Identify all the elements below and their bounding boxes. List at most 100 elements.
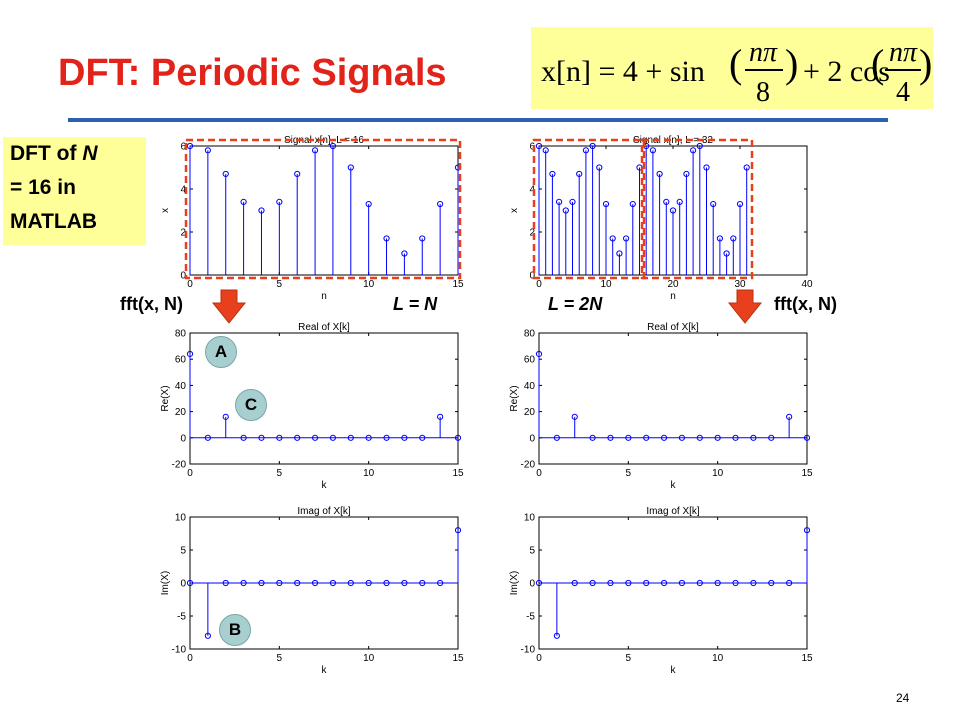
y-tick-label: 0 — [529, 433, 535, 444]
stem-marker — [437, 413, 444, 420]
stem-marker — [589, 434, 596, 441]
stem-marker — [690, 147, 697, 154]
title-underline — [68, 118, 888, 122]
stem-marker — [649, 147, 657, 154]
plot-frame — [538, 332, 808, 465]
slide-title: DFT: Periodic Signals — [58, 52, 447, 94]
badge-b: B — [219, 614, 251, 646]
x-tick-label: 15 — [452, 279, 464, 290]
stem-marker — [716, 235, 724, 242]
stem-marker — [683, 170, 690, 178]
stem-marker — [576, 170, 583, 178]
stem-marker — [696, 434, 703, 441]
y-tick-label: -5 — [526, 612, 535, 623]
stem-marker — [401, 250, 408, 257]
y-tick-label: 40 — [175, 381, 187, 392]
stem-marker — [602, 200, 610, 208]
y-tick-label: 60 — [175, 355, 187, 366]
stem-marker — [730, 235, 737, 242]
x-tick-label: 15 — [801, 653, 813, 664]
x-tick-label: 10 — [363, 279, 375, 290]
stem-marker — [311, 147, 319, 154]
stem-marker — [311, 434, 319, 441]
y-tick-label: 40 — [524, 381, 536, 392]
stem-marker — [454, 527, 462, 534]
x-axis-label: n — [321, 291, 327, 302]
left-down-arrow-icon — [211, 289, 247, 324]
stem-marker — [204, 434, 211, 441]
plot-frame — [189, 145, 459, 276]
badge-c: C — [235, 389, 267, 421]
x-tick-label: 20 — [667, 279, 679, 290]
stem-marker — [401, 434, 408, 441]
stem-marker — [222, 170, 229, 178]
stem-marker — [703, 164, 710, 171]
y-axis-label: x — [160, 208, 171, 213]
stem-marker — [329, 142, 337, 150]
stem-marker — [786, 413, 793, 420]
stem-marker — [222, 413, 229, 420]
y-tick-label: 80 — [175, 329, 187, 340]
y-tick-label: 5 — [180, 546, 186, 557]
x-tick-label: 15 — [801, 468, 813, 479]
stem-marker — [660, 579, 668, 587]
x-tick-label: 10 — [712, 468, 724, 479]
x-tick-label: 0 — [187, 468, 193, 479]
period-frame-left — [184, 138, 462, 280]
fft-right-label: fft(x, N) — [774, 294, 837, 314]
stem-marker — [625, 579, 632, 587]
x-axis-label: k — [671, 665, 677, 676]
plot-6: 0 5 10 15 -10 -5 0 5 10 Imag of X[k] k Im(X) — [509, 506, 813, 676]
stem-marker — [732, 579, 739, 587]
y-tick-label: 0 — [529, 271, 535, 282]
formula-svg: x[n] = 4 + sin ( nπ 8 ) + 2 cos ( nπ 4 ) — [541, 37, 932, 108]
stem-marker — [454, 434, 462, 441]
plot-5: 0 5 10 15 -10 -5 0 5 10 Imag of X[k] k Im(X) — [160, 506, 464, 676]
stem-marker — [535, 142, 543, 150]
y-tick-label: 0 — [180, 579, 186, 590]
stem-marker — [786, 579, 793, 587]
stem-marker — [750, 434, 757, 441]
stem-marker — [535, 579, 543, 587]
stem-marker — [347, 579, 354, 587]
y-tick-label: 4 — [529, 185, 535, 196]
x-tick-label: 5 — [626, 468, 632, 479]
plot-2: 0 10 20 30 40 0 2 4 6 Signal x[n], L = 32 n x — [509, 135, 813, 302]
stem-marker — [401, 579, 408, 587]
plot-title: Signal x[n], L = 32 — [633, 135, 713, 146]
y-axis-label: Im(X) — [509, 571, 520, 595]
stem-marker — [329, 434, 337, 441]
stem-marker — [625, 434, 632, 441]
formula-paren-open-1: ( — [729, 41, 742, 86]
stem-marker — [419, 235, 426, 242]
stem-marker — [803, 527, 811, 534]
x-tick-label: 5 — [277, 468, 283, 479]
x-tick-label: 0 — [187, 653, 193, 664]
y-tick-label: -5 — [177, 612, 186, 623]
stem-marker — [562, 207, 569, 214]
stem-marker — [383, 434, 390, 441]
stem-marker — [736, 200, 744, 208]
stem-marker — [678, 434, 686, 441]
stem-marker — [643, 579, 650, 587]
stem-marker — [186, 142, 194, 150]
stem-marker — [656, 170, 663, 178]
stem-marker — [186, 579, 194, 587]
y-tick-label: 4 — [180, 185, 186, 196]
formula-paren-open-2: ( — [871, 41, 884, 86]
note-line-2: = 16 in — [10, 176, 76, 199]
y-tick-label: 6 — [529, 142, 535, 153]
stem-marker — [714, 434, 721, 441]
y-tick-label: 0 — [180, 433, 186, 444]
x-tick-label: 5 — [626, 653, 632, 664]
stem-marker — [294, 170, 301, 178]
note-line-1-text: DFT of — [10, 142, 83, 165]
stem-marker — [276, 434, 283, 441]
stem-marker — [294, 579, 301, 587]
stem-marker — [240, 198, 247, 205]
stem-marker — [768, 579, 775, 587]
y-tick-label: -20 — [172, 460, 187, 471]
formula-frac2-num: nπ — [889, 37, 918, 68]
